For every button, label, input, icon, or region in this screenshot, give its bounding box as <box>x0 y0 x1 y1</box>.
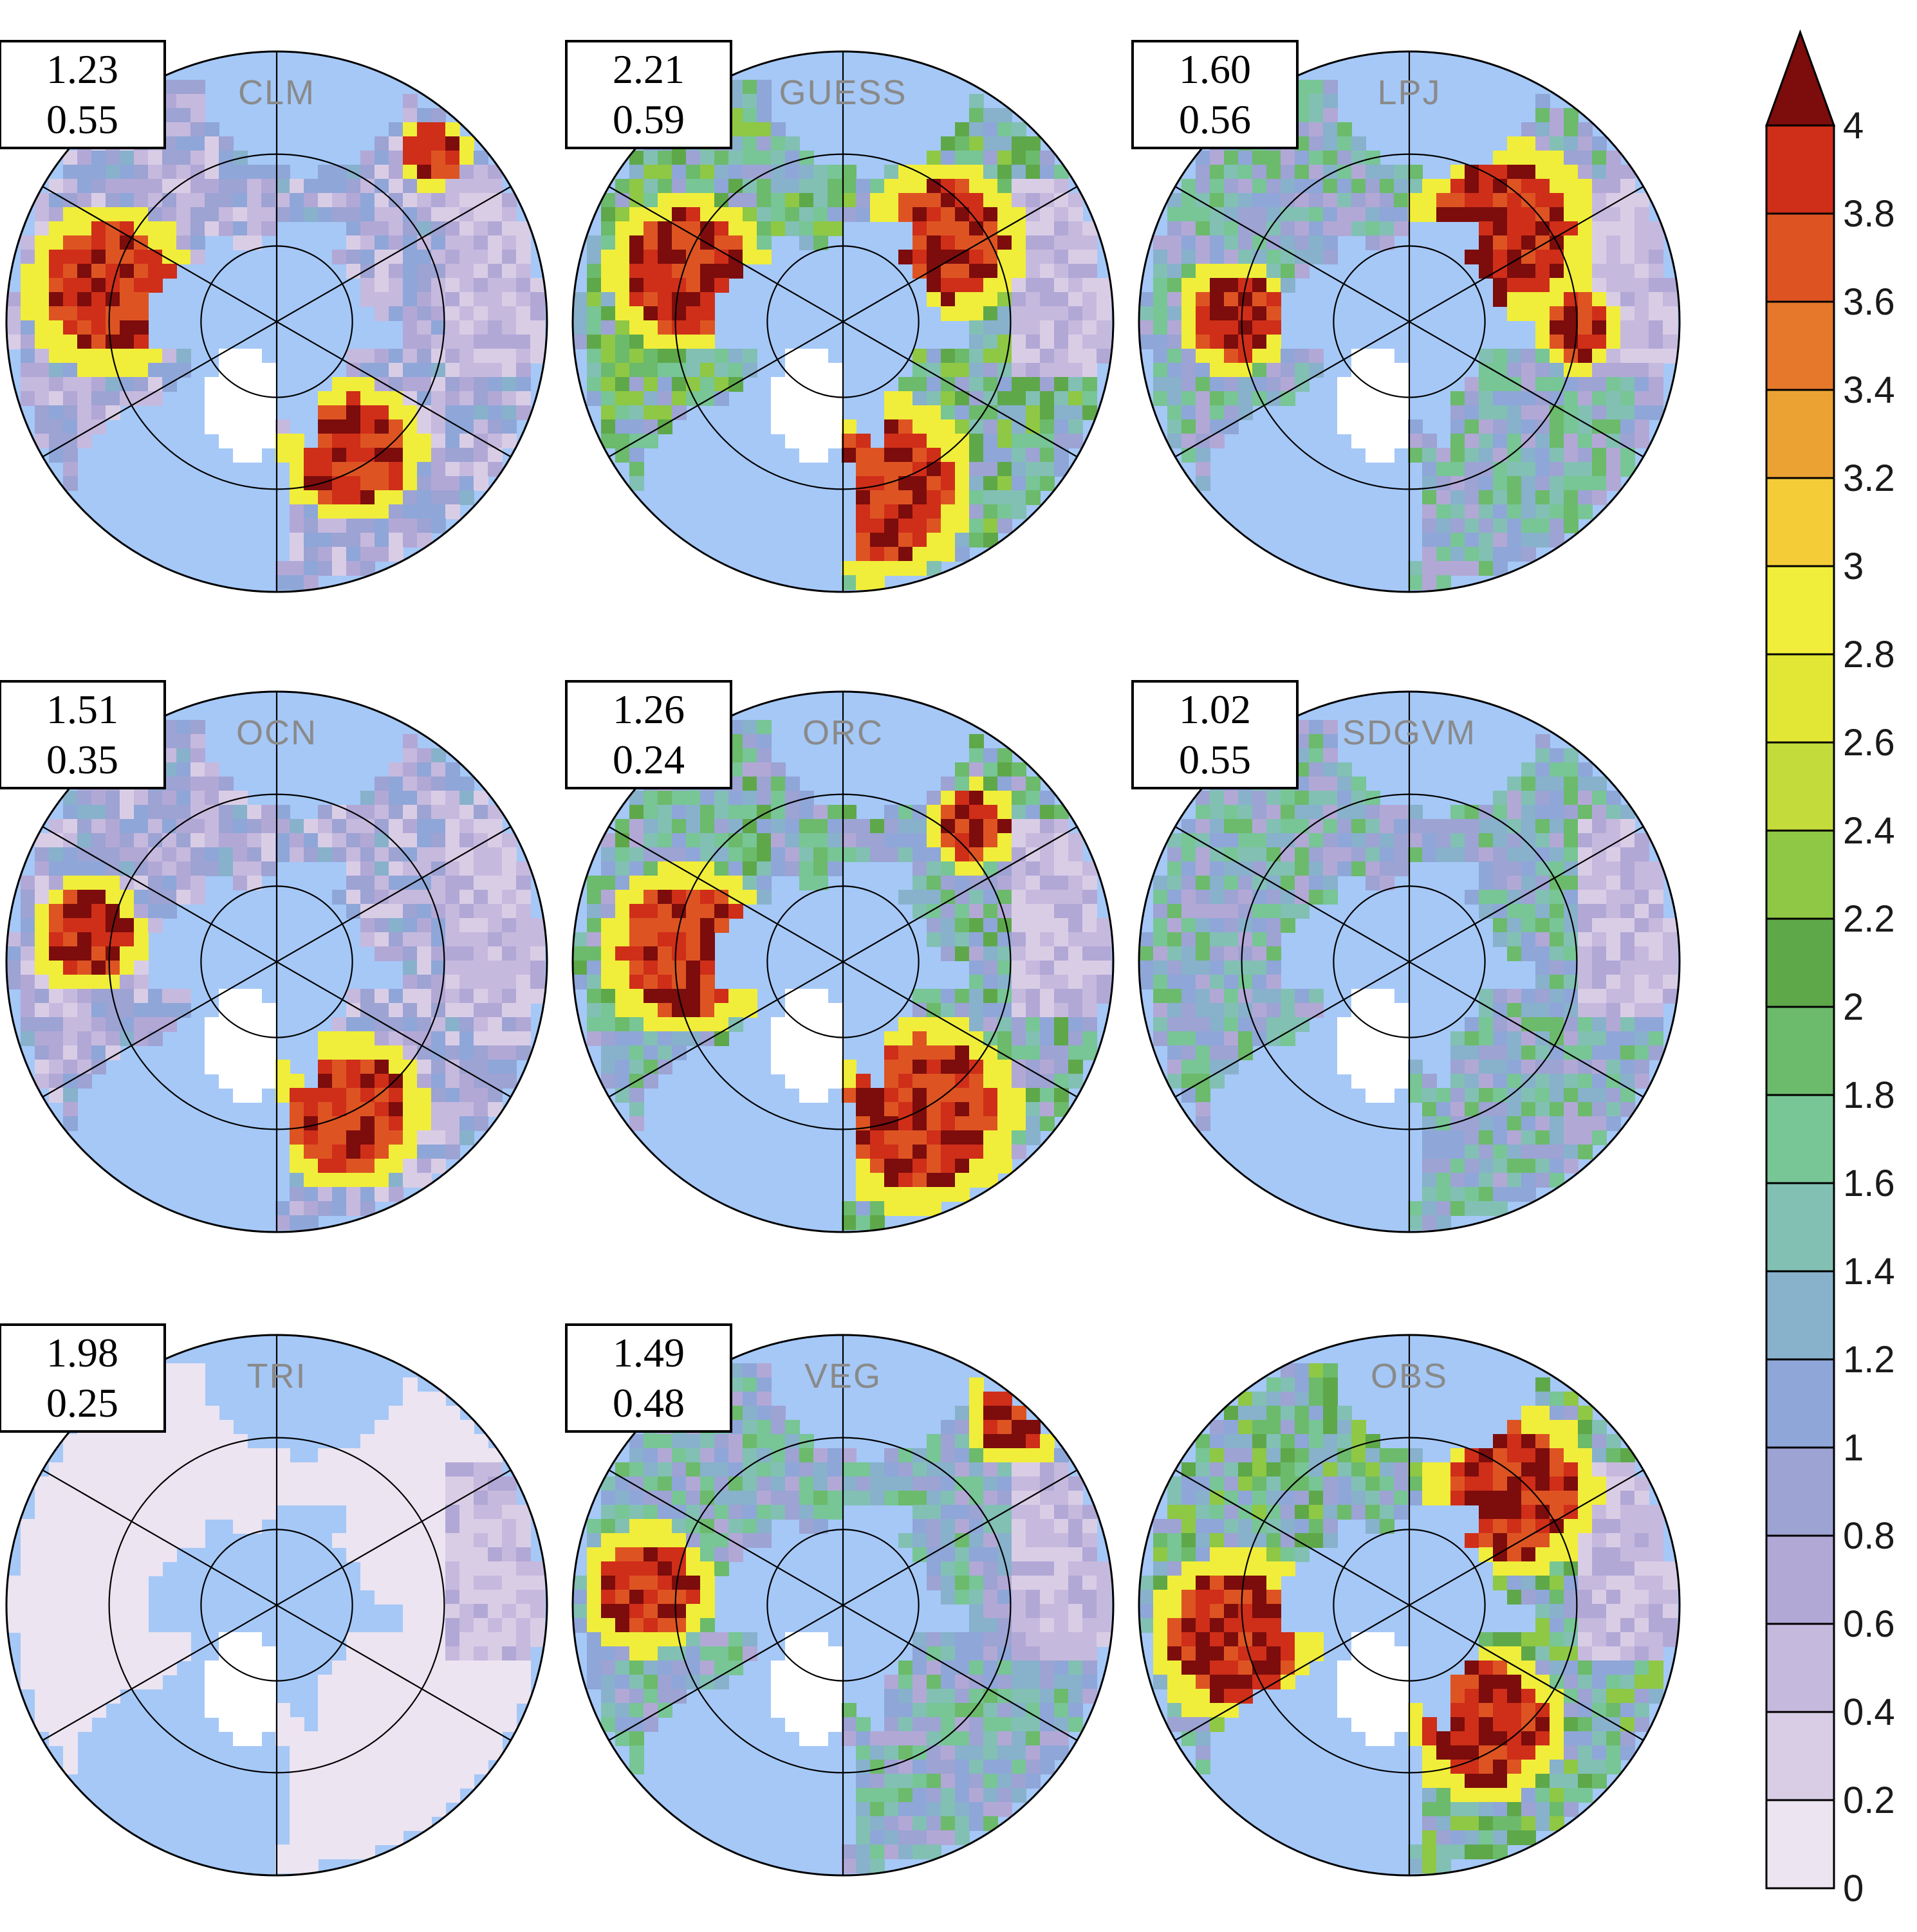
panel-title: SDGVM <box>1342 713 1476 752</box>
panel-title: TRI <box>247 1357 307 1395</box>
map-panel-ocn: OCN <box>5 690 548 1233</box>
map-border <box>1138 690 1681 1233</box>
land-field <box>1139 720 1678 1230</box>
stat-secondary: 0.48 <box>613 1380 685 1426</box>
map-panel-sdgvm: SDGVM <box>1138 690 1681 1233</box>
land-field <box>573 720 1111 1230</box>
panel-title: OBS <box>1371 1357 1448 1395</box>
map-border <box>571 690 1115 1233</box>
map-border <box>571 1334 1115 1877</box>
graticule <box>608 51 1078 592</box>
map-border <box>1138 1334 1681 1877</box>
map-border <box>5 690 548 1233</box>
stat-primary: 1.26 <box>613 686 685 732</box>
stat-primary: 1.49 <box>613 1330 685 1375</box>
stat-secondary: 0.59 <box>613 97 685 142</box>
stat-primary: 1.51 <box>46 686 118 732</box>
panel-title: ORC <box>802 713 884 752</box>
stats-box: 1.49 0.48 <box>565 1323 732 1433</box>
land-field <box>1139 1363 1678 1873</box>
panel-title: LPJ <box>1377 73 1441 112</box>
map-panel-guess: GUESS <box>571 50 1115 593</box>
map-border <box>5 1334 548 1877</box>
map-panel-obs: OBS <box>1138 1334 1681 1877</box>
stat-primary: 1.02 <box>1179 686 1251 732</box>
graticule <box>1174 692 1644 1232</box>
stat-secondary: 0.55 <box>46 97 118 142</box>
stats-box: 1.51 0.35 <box>0 680 166 789</box>
graticule <box>42 51 512 592</box>
land-field <box>6 1363 545 1873</box>
stat-primary: 1.23 <box>46 46 118 92</box>
graticule <box>1174 1335 1644 1875</box>
map-panel-lpj: LPJ <box>1138 50 1681 593</box>
stat-primary: 2.21 <box>613 46 685 92</box>
graticule <box>1174 51 1644 592</box>
stat-secondary: 0.24 <box>613 737 685 782</box>
stats-box: 1.02 0.55 <box>1131 680 1299 789</box>
land-field <box>6 720 545 1230</box>
graticule <box>608 1335 1078 1875</box>
map-panel-orc: ORC <box>571 690 1115 1233</box>
stat-secondary: 0.55 <box>1179 737 1251 782</box>
panel-title: VEG <box>804 1357 882 1395</box>
stats-box: 1.60 0.56 <box>1131 40 1299 149</box>
land-field <box>1139 80 1678 590</box>
graticule <box>42 692 512 1232</box>
panel-title: OCN <box>236 713 317 752</box>
map-border <box>1138 50 1681 593</box>
map-panel-clm: CLM <box>5 50 548 593</box>
panel-title: GUESS <box>779 73 907 112</box>
stats-box: 1.26 0.24 <box>565 680 732 789</box>
stats-box: 1.98 0.25 <box>0 1323 166 1433</box>
stats-box: 1.23 0.55 <box>0 40 166 149</box>
map-border <box>5 50 548 593</box>
map-panel-tri: TRI <box>5 1334 548 1877</box>
stat-secondary: 0.35 <box>46 737 118 782</box>
stat-primary: 1.98 <box>46 1330 118 1375</box>
land-field <box>573 80 1111 590</box>
graticule <box>608 692 1078 1232</box>
stat-secondary: 0.25 <box>46 1380 118 1426</box>
stat-primary: 1.60 <box>1179 46 1251 92</box>
graticule <box>42 1335 512 1875</box>
stat-secondary: 0.56 <box>1179 97 1251 142</box>
panel-title: CLM <box>238 73 315 112</box>
stats-box: 2.21 0.59 <box>565 40 732 149</box>
map-border <box>571 50 1115 593</box>
map-panel-veg: VEG <box>571 1334 1115 1877</box>
